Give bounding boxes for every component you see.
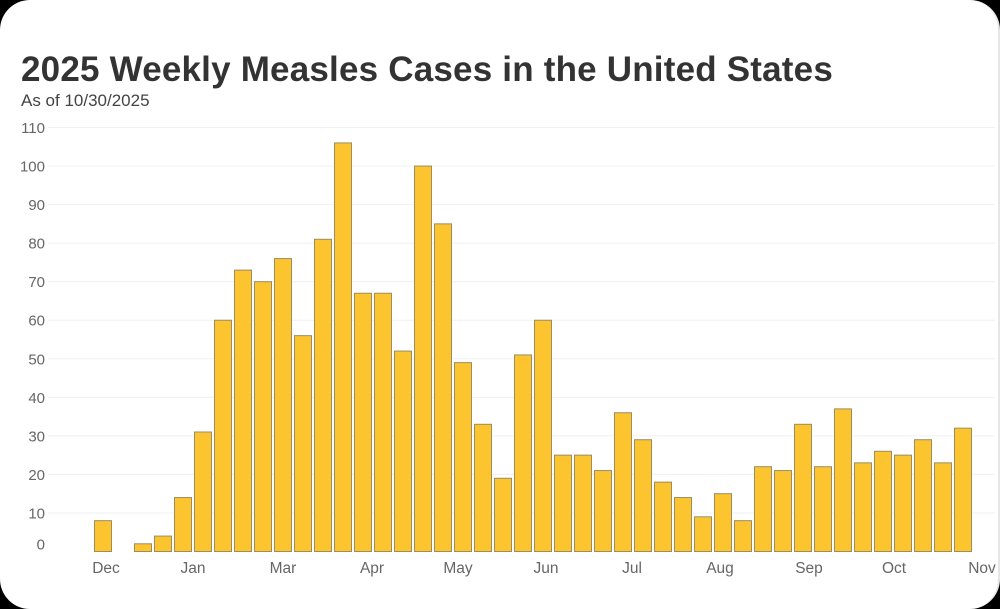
x-tick-label: Jul xyxy=(622,560,642,577)
chart-subtitle: As of 10/30/2025 xyxy=(21,91,150,110)
bar xyxy=(214,319,232,552)
bar xyxy=(934,462,952,553)
bar xyxy=(174,497,192,553)
bar xyxy=(454,362,472,552)
bar xyxy=(954,427,972,552)
bar xyxy=(714,493,732,553)
bar xyxy=(574,454,592,552)
bar xyxy=(474,423,492,552)
y-tick-label: 20 xyxy=(28,467,45,484)
bar xyxy=(194,431,212,552)
bar xyxy=(594,470,612,552)
bar xyxy=(894,454,912,552)
bar xyxy=(794,423,812,552)
y-tick-label: 10 xyxy=(28,505,45,522)
x-tick-label: Apr xyxy=(360,560,384,577)
y-tick-label: 50 xyxy=(28,351,45,368)
bar xyxy=(94,520,112,552)
y-tick-label: 0 xyxy=(37,537,45,554)
y-tick-label: 60 xyxy=(28,313,45,330)
bar xyxy=(354,292,372,552)
bar xyxy=(874,450,892,553)
x-axis: Dec Jan Mar Apr May Jun Jul Aug Sep Oct Nov xyxy=(92,560,996,577)
x-tick-label: May xyxy=(443,560,473,577)
bar xyxy=(654,481,672,553)
bar xyxy=(134,543,152,552)
x-tick-label: Oct xyxy=(882,560,907,577)
bar xyxy=(514,354,532,552)
bar xyxy=(734,520,752,552)
chart-title: 2025 Weekly Measles Cases in the United … xyxy=(21,50,833,89)
bar xyxy=(774,470,792,552)
bar xyxy=(374,292,392,552)
bar xyxy=(414,165,432,553)
bar xyxy=(254,281,272,552)
bar xyxy=(674,497,692,553)
y-tick-label: 90 xyxy=(28,197,45,214)
bar xyxy=(914,439,932,552)
bar xyxy=(754,466,772,553)
x-tick-label: Mar xyxy=(270,560,297,577)
bar xyxy=(694,516,712,552)
bars xyxy=(94,142,972,553)
bar xyxy=(494,477,512,553)
bar xyxy=(294,335,312,552)
bar xyxy=(534,319,552,552)
bar xyxy=(334,142,352,552)
x-tick-label: Sep xyxy=(795,560,823,577)
x-tick-label: Jan xyxy=(181,560,206,577)
x-tick-label: Jun xyxy=(534,560,559,577)
y-tick-label: 70 xyxy=(28,274,45,291)
bar xyxy=(154,535,172,553)
bar xyxy=(634,439,652,552)
y-tick-label: 80 xyxy=(28,236,45,253)
y-axis: 0 10 20 30 40 50 60 70 80 90 100 110 xyxy=(20,120,45,554)
x-tick-label: Dec xyxy=(92,560,120,577)
y-tick-label: 110 xyxy=(21,120,45,137)
x-tick-label: Aug xyxy=(706,560,734,577)
bar xyxy=(834,408,852,552)
bar xyxy=(854,462,872,553)
bar xyxy=(614,412,632,552)
bar xyxy=(434,223,452,552)
y-tick-label: 100 xyxy=(20,159,45,176)
bar xyxy=(814,466,832,553)
bar xyxy=(274,258,292,552)
x-tick-label: Nov xyxy=(968,560,996,577)
bar xyxy=(234,269,252,552)
y-tick-label: 40 xyxy=(28,390,45,407)
bar xyxy=(554,454,572,552)
y-tick-label: 30 xyxy=(28,428,45,445)
bar xyxy=(394,350,412,552)
bar xyxy=(314,238,332,552)
